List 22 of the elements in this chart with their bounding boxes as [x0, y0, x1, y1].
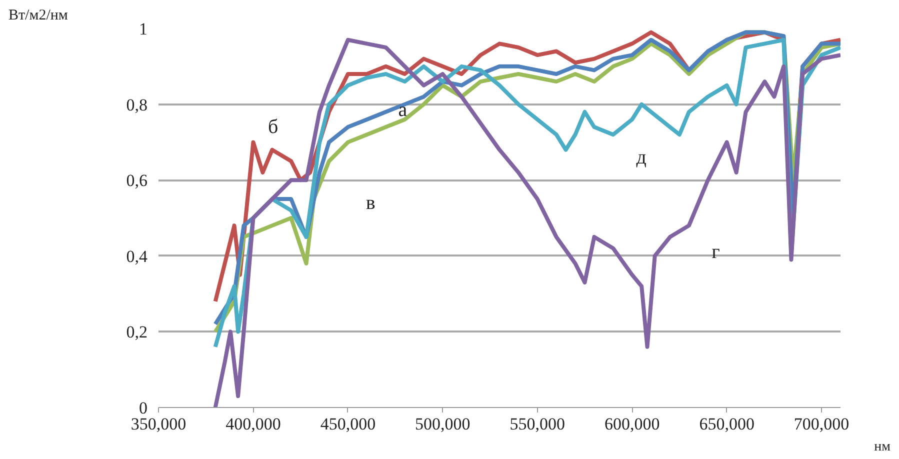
x-tick-label: 550,000	[510, 414, 566, 434]
x-tick-label: 650,000	[699, 414, 754, 434]
series-label: б	[268, 116, 278, 138]
x-tick-label: 350,000	[130, 414, 186, 434]
x-tick-label: 600,000	[604, 414, 660, 434]
x-tick-label: 700,000	[794, 414, 850, 434]
line-series	[213, 38, 840, 408]
y-axis-title: Вт/м2/нм	[8, 8, 68, 24]
x-tick-label: 400,000	[226, 414, 281, 434]
series-label: а	[398, 98, 408, 121]
y-tick-label: 1	[139, 20, 148, 38]
series-label: г	[712, 241, 720, 264]
y-tick-label: 0,6	[126, 171, 148, 190]
y-tick-label: 0	[139, 398, 148, 418]
x-tick-label: 500,000	[415, 414, 470, 434]
y-tick-label: 0,2	[126, 322, 148, 342]
y-tick-label: 0,8	[126, 95, 148, 114]
x-axis-title: нм	[874, 440, 891, 454]
text: в	[366, 192, 376, 214]
series-label: д	[636, 146, 646, 168]
x-tick-label: 450,000	[320, 414, 376, 434]
y-tick-label: 0,4	[126, 246, 148, 266]
